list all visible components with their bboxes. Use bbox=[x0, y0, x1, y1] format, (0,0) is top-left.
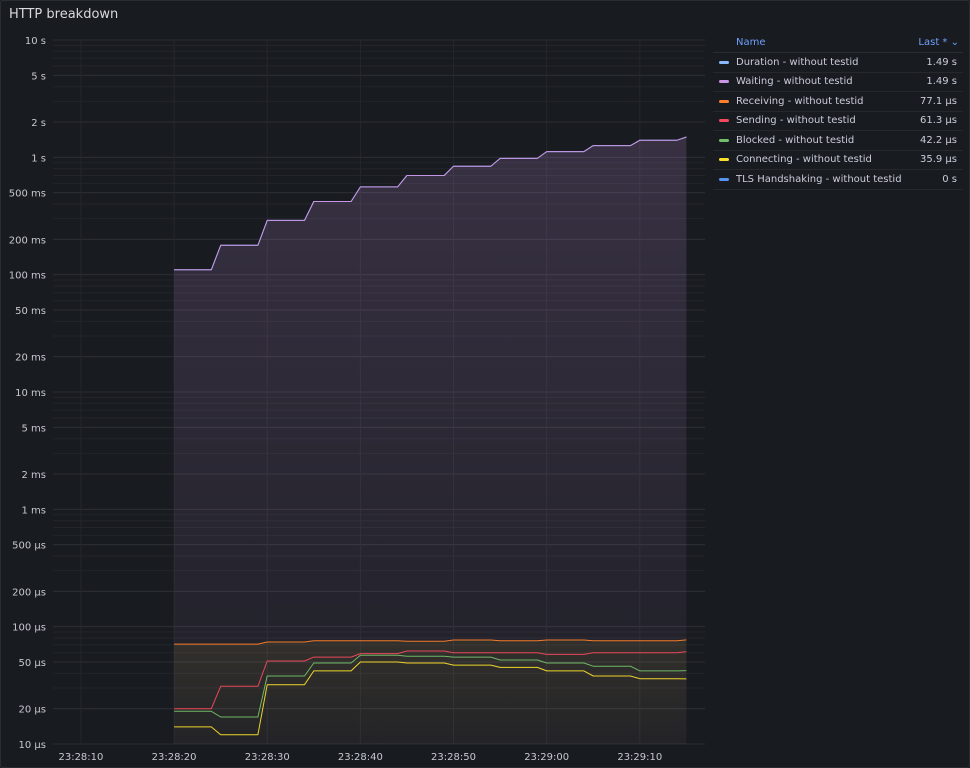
series-line-sending bbox=[174, 650, 687, 710]
legend-last-header[interactable]: Last * ⌄ bbox=[918, 37, 959, 48]
legend-series-name: Connecting - without testid bbox=[736, 154, 872, 166]
legend-last-value: 1.49 s bbox=[926, 76, 957, 88]
legend-swatch bbox=[719, 60, 729, 64]
legend-last-value: 77.1 µs bbox=[919, 95, 957, 107]
legend-swatch bbox=[719, 138, 729, 142]
y-tick-label: 100 ms bbox=[9, 271, 46, 282]
legend-swatch bbox=[719, 158, 729, 162]
legend-row[interactable]: Waiting - without testid 1.49 s bbox=[713, 73, 963, 92]
legend-series-name: Receiving - without testid bbox=[736, 95, 864, 107]
x-tick-label: 23:28:40 bbox=[338, 752, 383, 763]
y-tick-label: 10 ms bbox=[15, 388, 46, 399]
legend-series-name: Blocked - without testid bbox=[736, 134, 855, 146]
y-tick-label: 2 s bbox=[31, 118, 46, 129]
y-tick-label: 20 ms bbox=[15, 353, 46, 364]
y-tick-label: 50 ms bbox=[15, 306, 46, 317]
legend-rows: Duration - without testid 1.49 s Waiting -… bbox=[713, 53, 963, 190]
legend-name-header[interactable]: Name bbox=[736, 37, 766, 48]
y-tick-label: 20 µs bbox=[19, 705, 46, 716]
y-tick-label: 1 ms bbox=[22, 505, 47, 516]
panel-title: HTTP breakdown bbox=[9, 7, 119, 22]
legend-row[interactable]: TLS Handshaking - without testid 0 s bbox=[713, 170, 963, 190]
y-tick-label: 10 s bbox=[25, 36, 46, 47]
y-tick-label: 50 µs bbox=[19, 658, 46, 669]
legend-last-value: 1.49 s bbox=[926, 56, 957, 68]
legend-row[interactable]: Sending - without testid 61.3 µs bbox=[713, 112, 963, 131]
legend-swatch bbox=[719, 80, 729, 84]
waiting-area-fill bbox=[174, 137, 687, 744]
legend-row[interactable]: Connecting - without testid 35.9 µs bbox=[713, 151, 963, 170]
y-tick-label: 500 ms bbox=[9, 189, 46, 200]
x-tick-label: 23:28:20 bbox=[152, 752, 197, 763]
series-line-blocked bbox=[174, 654, 687, 718]
x-tick-label: 23:28:50 bbox=[431, 752, 476, 763]
y-tick-label: 2 ms bbox=[22, 470, 47, 481]
legend-swatch bbox=[719, 177, 729, 181]
series-line-waiting bbox=[174, 136, 687, 271]
y-tick-label: 200 µs bbox=[12, 587, 46, 598]
y-tick-label: 5 ms bbox=[22, 423, 47, 434]
y-tick-label: 10 µs bbox=[19, 740, 46, 751]
legend-series-name: Sending - without testid bbox=[736, 115, 856, 127]
legend-last-value: 35.9 µs bbox=[919, 154, 957, 166]
x-tick-label: 23:29:10 bbox=[617, 752, 662, 763]
legend-series-name: TLS Handshaking - without testid bbox=[736, 173, 902, 185]
legend-last-value: 61.3 µs bbox=[919, 115, 957, 127]
legend-swatch bbox=[719, 99, 729, 103]
y-tick-label: 500 µs bbox=[12, 541, 46, 552]
legend-header: Name Last * ⌄ bbox=[713, 33, 963, 53]
series-line-connecting bbox=[174, 661, 687, 736]
legend-row[interactable]: Blocked - without testid 42.2 µs bbox=[713, 131, 963, 151]
x-tick-label: 23:29:00 bbox=[524, 752, 569, 763]
legend-row[interactable]: Receiving - without testid 77.1 µs bbox=[713, 92, 963, 112]
legend-table: Name Last * ⌄ Duration - without testid 1… bbox=[713, 33, 963, 190]
legend-series-name: Waiting - without testid bbox=[736, 76, 853, 88]
receiving-area-fill bbox=[174, 639, 687, 744]
y-tick-label: 200 ms bbox=[9, 235, 46, 246]
x-tick-label: 23:28:30 bbox=[245, 752, 290, 763]
series-line-receiving bbox=[174, 639, 687, 645]
legend-last-value: 42.2 µs bbox=[919, 134, 957, 146]
legend-swatch bbox=[719, 119, 729, 123]
y-tick-label: 1 s bbox=[31, 153, 46, 164]
x-tick-label: 23:28:10 bbox=[58, 752, 103, 763]
legend-series-name: Duration - without testid bbox=[736, 56, 859, 68]
legend-row[interactable]: Duration - without testid 1.49 s bbox=[713, 53, 963, 73]
y-tick-label: 100 µs bbox=[12, 623, 46, 634]
y-tick-label: 5 s bbox=[31, 71, 46, 82]
legend-last-value: 0 s bbox=[942, 173, 957, 185]
